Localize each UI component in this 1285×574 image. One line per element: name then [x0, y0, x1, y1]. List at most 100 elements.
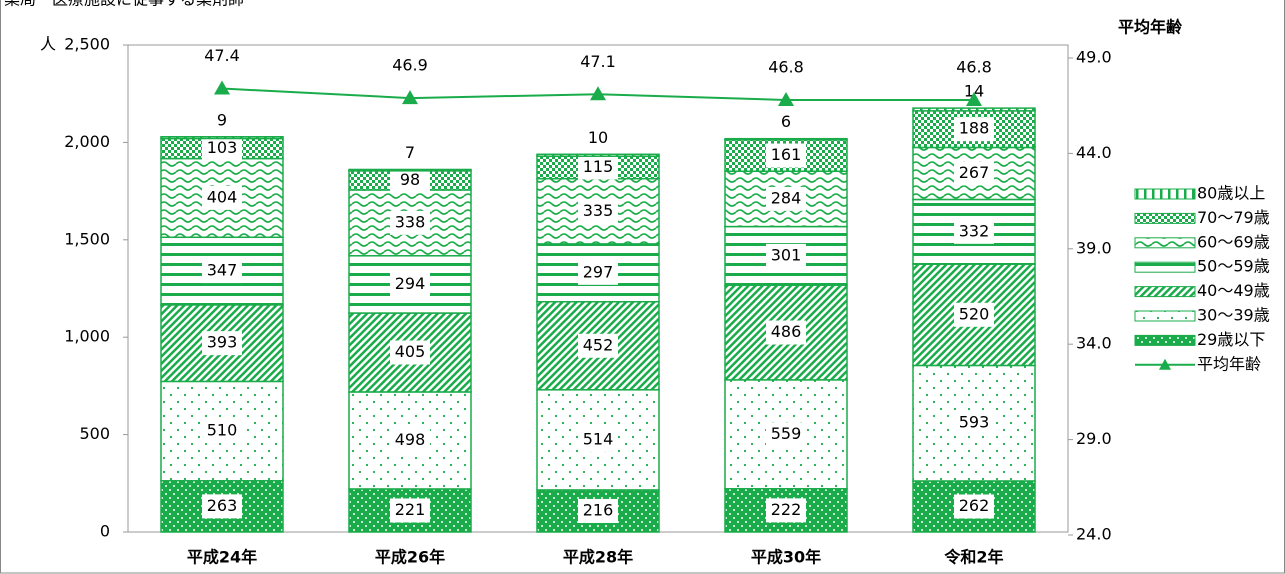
- data-label: 297: [583, 262, 614, 281]
- data-label-box: [202, 494, 242, 519]
- legend-swatch: [1134, 261, 1196, 273]
- x-tick-label: 令和2年: [943, 548, 1003, 567]
- x-tick-label: 平成24年: [187, 548, 257, 567]
- y2-tick-label: 29.0: [1076, 429, 1112, 448]
- bar-segment: [160, 136, 284, 140]
- data-label-box: [954, 161, 994, 186]
- legend-swatch: [1134, 310, 1196, 322]
- data-label: 332: [959, 221, 990, 240]
- data-label-box: [954, 494, 994, 519]
- chart-title: 薬局・医療施設に従事する薬剤師: [4, 0, 244, 9]
- data-label: 14: [964, 82, 984, 101]
- marker: [214, 80, 230, 95]
- data-label-box: [766, 143, 806, 168]
- data-label: 486: [771, 322, 802, 341]
- data-label-box: [202, 136, 242, 161]
- y-tick-label: 2,500: [64, 35, 110, 54]
- data-label: 6: [781, 112, 791, 131]
- data-label: 520: [959, 304, 990, 323]
- x-tick-label: 平成28年: [563, 548, 633, 567]
- data-label-box: [202, 331, 242, 356]
- data-label-box: [766, 498, 806, 523]
- y-tick-label: 500: [79, 424, 110, 443]
- data-label: 47.4: [204, 46, 240, 65]
- marker: [590, 86, 606, 101]
- marker: [402, 90, 418, 105]
- data-label-box: [954, 411, 994, 436]
- data-label-box: [390, 498, 430, 523]
- data-label-box: [202, 185, 242, 210]
- data-label-box: [390, 340, 430, 365]
- data-label: 103: [207, 138, 238, 157]
- x-tick-label: 平成26年: [375, 548, 445, 567]
- data-label-box: [390, 428, 430, 453]
- data-label-box: [766, 422, 806, 447]
- data-label: 188: [959, 119, 990, 138]
- y2-tick-label: 34.0: [1076, 334, 1112, 353]
- legend-swatch: [1134, 212, 1196, 224]
- bar-segment: [536, 153, 660, 157]
- data-label: 9: [217, 110, 227, 129]
- data-label: 559: [771, 424, 802, 443]
- data-label: 301: [771, 245, 802, 264]
- legend-swatch: [1134, 237, 1196, 249]
- data-label: 294: [395, 274, 426, 293]
- data-label: 338: [395, 212, 426, 231]
- data-label-box: [202, 419, 242, 444]
- data-label: 262: [959, 496, 990, 515]
- marker: [966, 91, 982, 106]
- data-label: 452: [583, 335, 614, 354]
- legend-swatch: [1134, 286, 1196, 298]
- data-label: 335: [583, 201, 614, 220]
- data-label: 47.1: [580, 52, 616, 71]
- data-label: 405: [395, 342, 426, 361]
- data-label: 10: [588, 128, 608, 147]
- legend-label: 30〜39歳: [1197, 306, 1270, 325]
- data-label-box: [954, 219, 994, 244]
- marker: [778, 91, 794, 106]
- y-tick-label: 2,000: [64, 132, 110, 151]
- data-label-box: [578, 333, 618, 358]
- data-label: 514: [583, 429, 614, 448]
- data-label-box: [766, 186, 806, 211]
- legend-label: 80歳以上: [1197, 184, 1265, 203]
- data-label-box: [202, 259, 242, 284]
- data-label: 393: [207, 333, 238, 352]
- y2-axis-label: 平均年齢: [1118, 18, 1183, 37]
- data-label-box: [578, 155, 618, 180]
- data-label: 498: [395, 430, 426, 449]
- legend-label: 平均年齢: [1197, 354, 1261, 373]
- data-label-box: [766, 243, 806, 268]
- legend-label: 50〜59歳: [1197, 257, 1270, 276]
- x-tick-label: 平成30年: [751, 548, 821, 567]
- data-label: 267: [959, 163, 990, 182]
- data-label: 510: [207, 421, 238, 440]
- data-label-box: [578, 199, 618, 224]
- y-tick-label: 1,500: [64, 229, 110, 248]
- data-label: 46.9: [392, 56, 428, 75]
- data-label-box: [390, 210, 430, 235]
- y-tick-label: 1,000: [64, 327, 110, 346]
- data-label: 263: [207, 496, 238, 515]
- data-label: 115: [583, 157, 614, 176]
- data-label-box: [390, 272, 430, 297]
- data-label: 98: [400, 170, 420, 189]
- legend-label: 29歳以下: [1197, 330, 1265, 349]
- y2-tick-label: 39.0: [1076, 238, 1112, 257]
- data-label: 347: [207, 261, 238, 280]
- data-label: 221: [395, 500, 426, 519]
- data-label: 593: [959, 413, 990, 432]
- data-label-box: [578, 427, 618, 452]
- data-label: 216: [583, 500, 614, 519]
- y-tick-label: 0: [100, 522, 110, 541]
- data-label: 404: [207, 187, 238, 206]
- legend-swatch: [1134, 188, 1196, 200]
- data-label-box: [390, 168, 430, 193]
- bar-segment: [912, 107, 1036, 112]
- data-label: 284: [771, 188, 802, 207]
- legend-label: 60〜69歳: [1197, 232, 1270, 251]
- data-label: 46.8: [768, 57, 804, 76]
- data-label-box: [954, 117, 994, 142]
- bar-segment: [724, 137, 848, 141]
